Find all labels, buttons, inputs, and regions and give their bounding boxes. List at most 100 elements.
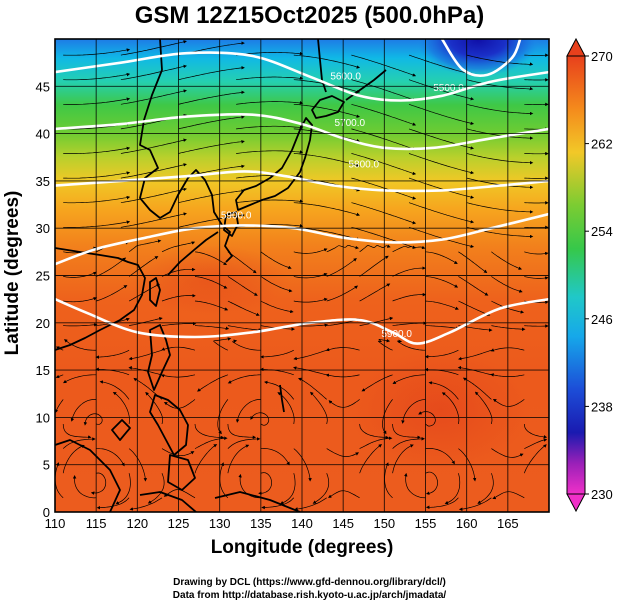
streamline-234	[408, 54, 475, 76]
streamline-38	[326, 448, 360, 457]
contour-line	[55, 112, 549, 151]
x-axis-label: Longitude (degrees)	[210, 537, 394, 558]
streamline-60	[55, 399, 64, 414]
streamline-88	[457, 365, 492, 376]
streamline-215	[351, 103, 417, 126]
streamline-162	[458, 251, 488, 274]
streamline-147	[458, 276, 489, 296]
streamline-194	[178, 140, 245, 154]
height-contours	[55, 39, 549, 345]
streamline-102	[424, 349, 459, 359]
streamline-39	[359, 436, 393, 449]
streamline-170	[351, 226, 417, 250]
y-tick-label: 45	[36, 79, 50, 94]
streamline-211	[120, 89, 187, 105]
streamline-11	[404, 472, 426, 499]
y-axis-ticks: 0 5 10 15 20 25 30 35 40 45	[36, 79, 50, 520]
streamline-31	[96, 448, 125, 467]
streamline-232	[293, 54, 361, 69]
streamline-96	[232, 339, 261, 351]
streamline-213	[236, 101, 304, 105]
x-tick-label: 115	[86, 516, 107, 531]
streamline-73	[462, 377, 492, 400]
credit-data-source: Data from http://database.rish.kyoto-u.a…	[172, 590, 447, 601]
streamline-22	[280, 473, 296, 505]
streamline-120	[63, 297, 98, 303]
streamline-196	[293, 153, 361, 167]
streamline-26	[425, 471, 438, 495]
colorbar-tick-label: 246	[591, 312, 613, 327]
streamline-164	[524, 251, 549, 256]
y-tick-label: 20	[36, 316, 50, 331]
contour-line	[55, 51, 549, 102]
streamline-55	[392, 423, 421, 440]
coastline-palawan	[111, 419, 131, 441]
coastline-hokkaido	[311, 95, 345, 119]
streamline-152	[128, 239, 162, 253]
streamline-161	[425, 251, 458, 265]
streamline-44	[524, 438, 548, 449]
streamline-121	[96, 285, 128, 302]
streamline-126	[260, 300, 294, 314]
colorbar-ticks: 270 262 254 246 238 230	[585, 49, 613, 502]
streamline-12	[425, 497, 459, 510]
streamline-59	[523, 423, 548, 439]
streamline-2	[96, 497, 130, 510]
streamline-61	[70, 399, 97, 422]
streamline-77	[95, 367, 130, 376]
streamline-95	[213, 337, 232, 351]
streamline-103	[458, 349, 492, 361]
streamline-132	[458, 300, 491, 316]
streamline-68	[298, 377, 327, 400]
streamline-1	[72, 475, 97, 499]
coastline-luzon	[147, 324, 171, 391]
streamline-180	[408, 202, 475, 224]
streamline-28	[477, 473, 494, 504]
streamline-30	[62, 437, 96, 449]
streamline-98	[293, 349, 327, 361]
chart-title: GSM 12Z15Oct2025 (500.0hPa)	[134, 2, 485, 29]
streamline-181	[466, 202, 534, 214]
streamline-131	[425, 300, 459, 310]
streamline-75	[55, 374, 64, 379]
streamline-81	[227, 374, 261, 384]
streamline-197	[351, 153, 417, 176]
streamline-19	[194, 444, 218, 474]
contour-label: 5700.0	[334, 118, 365, 129]
x-tick-label: 120	[126, 516, 148, 531]
streamline-24	[359, 444, 382, 474]
streamline-212	[178, 90, 245, 105]
streamline-175	[120, 187, 187, 204]
contour-label: 5500.0	[433, 83, 464, 94]
streamline-101	[397, 339, 426, 351]
coastline-indonesia	[139, 491, 197, 512]
coastline-taiwan	[149, 277, 161, 307]
streamline-42	[458, 448, 477, 482]
contour-line	[55, 297, 549, 345]
streamline-41	[425, 448, 455, 465]
x-tick-label: 160	[456, 516, 478, 531]
streamline-62	[99, 380, 130, 400]
streamline-74	[492, 398, 525, 407]
streamline-199	[466, 153, 534, 165]
streamline-225	[408, 79, 475, 101]
streamline-149	[524, 276, 549, 280]
colorbar-bar	[566, 55, 586, 495]
streamline-65	[217, 399, 229, 435]
streamline-86	[392, 374, 426, 385]
streamline-119	[524, 324, 549, 328]
streamline-45	[62, 423, 92, 439]
streamline-49	[194, 423, 225, 440]
streamline-222	[236, 76, 304, 81]
y-axis-label: Latitude (degrees)	[2, 190, 23, 356]
streamline-178	[293, 202, 361, 216]
streamline-71	[401, 399, 426, 424]
streamline-143	[326, 258, 357, 277]
streamline-64	[163, 399, 196, 409]
streamline-16	[90, 472, 107, 495]
streamline-6	[238, 473, 261, 499]
streamline-206	[351, 128, 417, 151]
streamline-110	[227, 325, 262, 332]
streamline-167	[178, 213, 245, 228]
streamline-135	[63, 271, 97, 278]
